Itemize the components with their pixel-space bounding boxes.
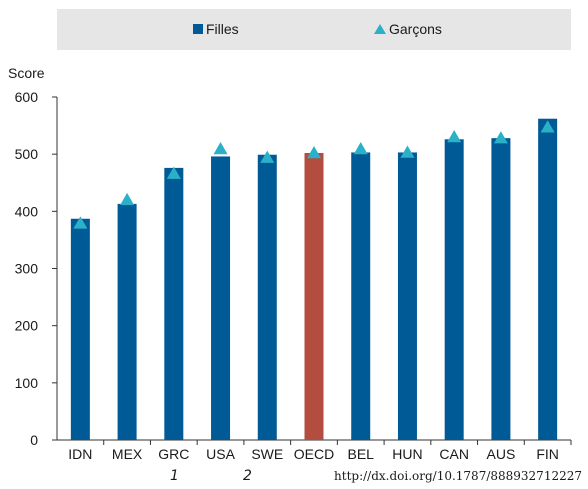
bar-filles (444, 139, 464, 440)
x-tick-label: BEL (347, 446, 374, 462)
legend: Filles Garçons (57, 9, 571, 50)
y-tick-label: 500 (15, 146, 39, 162)
x-tick-label: OECD (294, 446, 334, 462)
x-tick-label: CAN (439, 446, 469, 462)
legend-marker-garcons (374, 24, 386, 34)
marker-garcons (400, 145, 415, 158)
x-tick-label: USA (206, 446, 235, 462)
footnote-1: 1 (170, 468, 179, 484)
bar-filles (70, 218, 90, 440)
footnote-2: 2 (243, 468, 252, 484)
marker-garcons (493, 131, 508, 144)
x-tick-label: AUS (487, 446, 516, 462)
marker-garcons (166, 166, 181, 179)
y-tick-label: 100 (15, 375, 39, 391)
marker-garcons (540, 120, 555, 133)
x-tick-label: SWE (251, 446, 283, 462)
bar-filles (397, 152, 417, 440)
y-tick-label: 300 (15, 261, 39, 277)
x-tick-label: FIN (536, 446, 559, 462)
source-link[interactable]: http://dx.doi.org/10.1787/888932712227 (334, 469, 582, 483)
marker-garcons (73, 216, 88, 229)
marker-garcons (353, 142, 368, 155)
y-tick-label: 0 (30, 432, 38, 448)
legend-item-filles: Filles (193, 21, 239, 37)
legend-swatch-filles (193, 24, 203, 34)
bar-filles (351, 152, 371, 440)
bar-filles (117, 203, 137, 440)
bar-filles (257, 154, 277, 440)
y-tick-label: 200 (15, 318, 39, 334)
marker-garcons (213, 142, 228, 155)
marker-garcons (447, 130, 462, 143)
x-tick-label: HUN (392, 446, 422, 462)
bar-filles (304, 153, 324, 441)
legend-item-garcons: Garçons (374, 21, 442, 37)
x-tick-label: MEX (112, 446, 143, 462)
bar-filles (491, 138, 511, 440)
legend-label-filles: Filles (206, 21, 239, 37)
marker-garcons (307, 146, 321, 159)
bar-filles (164, 167, 184, 441)
bar-filles (211, 156, 231, 440)
bar-filles (538, 118, 558, 441)
x-tick-label: GRC (158, 446, 189, 462)
y-tick-label: 400 (15, 203, 39, 219)
x-tick-label: IDN (68, 446, 92, 462)
y-tick-label: 600 (15, 89, 39, 105)
y-axis-label: Score (8, 65, 45, 81)
legend-label-garcons: Garçons (389, 21, 442, 37)
marker-garcons (120, 192, 135, 206)
marker-garcons (260, 150, 275, 163)
